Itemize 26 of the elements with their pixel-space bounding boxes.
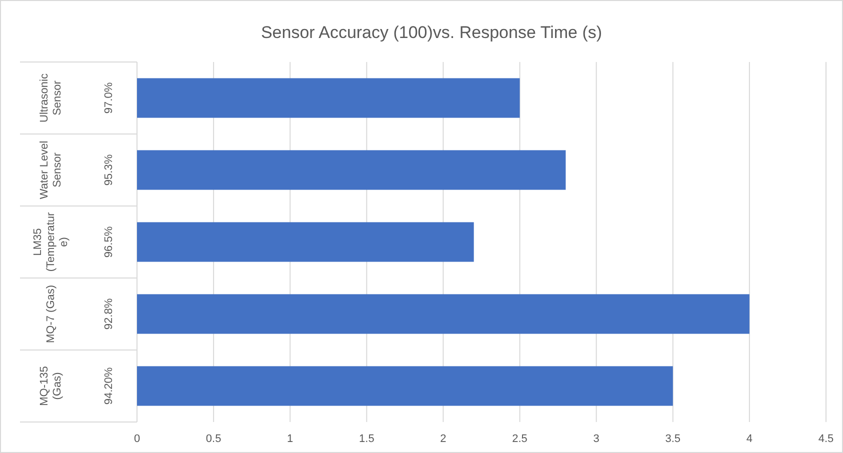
- x-tick-label: 1.5: [359, 433, 374, 445]
- x-tick-label: 0: [134, 433, 140, 445]
- text: 92.8%: [103, 298, 115, 330]
- x-tick-label: 3.5: [665, 433, 681, 445]
- text: 96.5%: [103, 226, 115, 258]
- text: 97.0%: [103, 82, 115, 114]
- y-tick-label: MQ-135 (Gas): [38, 366, 64, 406]
- x-tick-label: 4: [746, 433, 753, 445]
- x-tick-label: 2: [440, 433, 446, 445]
- bar: [137, 366, 673, 406]
- y-tick-label: Ultrasonic Sensor: [38, 73, 64, 122]
- x-tick-label: 1: [287, 433, 294, 445]
- chart-title: Sensor Accuracy (100)vs. Response Time (s): [260, 23, 602, 42]
- text: 94.20%: [103, 367, 115, 405]
- text: 95.3%: [103, 154, 115, 186]
- x-tick-label: 3: [593, 433, 600, 445]
- y-tick-label: LM35 (Temperature): [32, 212, 70, 272]
- x-tick-label: 0.5: [206, 433, 222, 445]
- bar: [137, 78, 520, 118]
- x-tick-label: 4.5: [818, 433, 834, 445]
- bar: [137, 222, 474, 262]
- x-tick-label: 2.5: [512, 433, 528, 445]
- y-tick-label: MQ-7 (Gas): [45, 284, 57, 344]
- bar: [137, 294, 750, 334]
- y-tick-label: Water Level Sensor: [38, 140, 64, 200]
- bar: [137, 150, 566, 190]
